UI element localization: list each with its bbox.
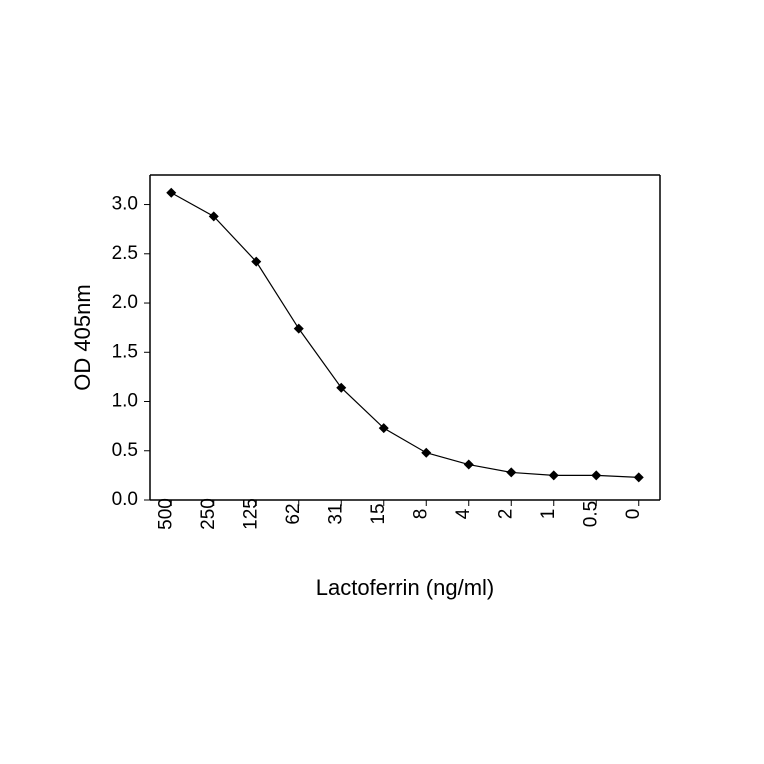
x-tick-label: 15 [368,503,389,524]
data-marker [421,448,431,458]
x-tick-label: 250 [198,498,219,530]
y-axis-title: OD 405nm [70,284,95,390]
x-tick-label: 2 [495,509,516,520]
y-tick-label: 3.0 [112,194,138,215]
x-tick-label: 0.5 [580,501,601,527]
data-marker [294,324,304,334]
series-line [171,193,639,478]
y-tick-label: 0.5 [112,440,138,461]
data-marker [549,470,559,480]
data-marker [464,460,474,470]
x-tick-label: 500 [155,498,176,530]
x-tick-label: 4 [453,508,474,519]
x-tick-label: 31 [325,503,346,524]
data-marker [166,188,176,198]
x-tick-label: 0 [623,509,644,520]
data-marker [591,470,601,480]
x-tick-label: 8 [410,509,431,520]
y-tick-label: 1.0 [112,391,138,412]
data-marker [634,472,644,482]
chart-svg: 0.0 0.5 1.0 1.5 2.0 2.5 3.0 500 250 125 62 31 15 8 4 2 1… [0,0,764,764]
y-tick-label: 2.5 [112,243,138,264]
y-tick-label: 0.0 [112,489,138,510]
y-tick-label: 2.0 [112,292,138,313]
x-axis-title: Lactoferrin (ng/ml) [316,575,495,600]
data-marker [506,467,516,477]
x-tick-label: 125 [240,498,261,530]
x-tick-label: 62 [283,503,304,524]
x-tick-label: 1 [538,509,559,520]
y-tick-label: 1.5 [112,341,138,362]
od-lactoferrin-chart: 0.0 0.5 1.0 1.5 2.0 2.5 3.0 500 250 125 62 31 15 8 4 2 1… [0,0,764,764]
